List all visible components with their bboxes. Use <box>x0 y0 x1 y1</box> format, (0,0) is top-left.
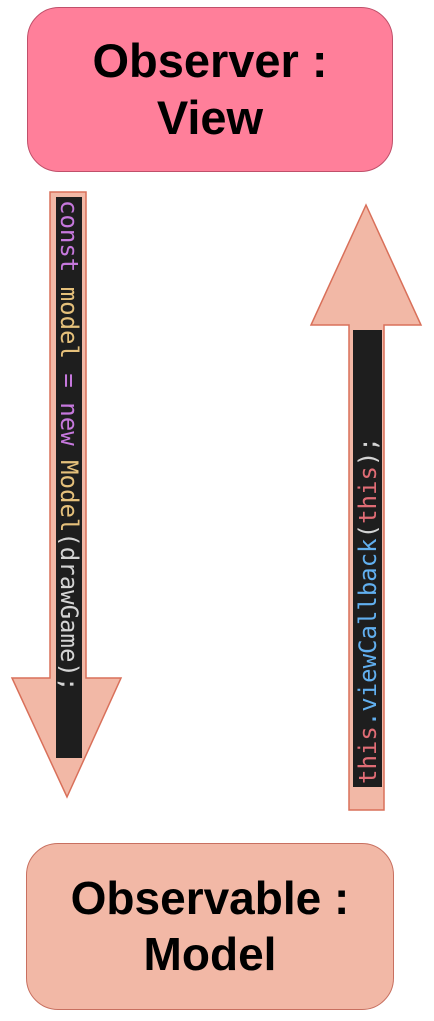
observable-model-node: Observable : Model <box>26 843 394 1010</box>
code-token-model-var: model <box>55 272 83 359</box>
code-background-up <box>353 330 382 787</box>
observer-subtitle: View <box>156 90 264 144</box>
code-background-down <box>56 197 82 758</box>
observer-view-node: Observer : View <box>27 7 393 172</box>
code-token-this: this <box>354 726 382 784</box>
observable-title: Observable : <box>70 872 350 925</box>
code-token-args: (drawGame); <box>55 532 83 691</box>
code-token-equals: = <box>55 359 83 388</box>
code-label-view-callback: this.viewCallback(this); <box>354 437 382 784</box>
code-token-model-class: Model <box>55 446 83 533</box>
code-label-create-model: const model = new Model(drawGame); <box>55 200 83 691</box>
code-token-new: new <box>55 388 83 446</box>
code-token-close: ); <box>354 437 382 466</box>
code-token-this-arg: this <box>354 466 382 524</box>
code-token-method: .viewCallback <box>354 538 382 726</box>
observer-title: Observer : <box>92 34 328 88</box>
arrow-view-callback: this.viewCallback(this); <box>309 203 423 811</box>
observable-subtitle: Model <box>143 927 277 980</box>
code-token-const: const <box>55 200 83 272</box>
arrow-create-model: const model = new Model(drawGame); <box>10 191 123 799</box>
code-token-open-paren: ( <box>354 524 382 538</box>
